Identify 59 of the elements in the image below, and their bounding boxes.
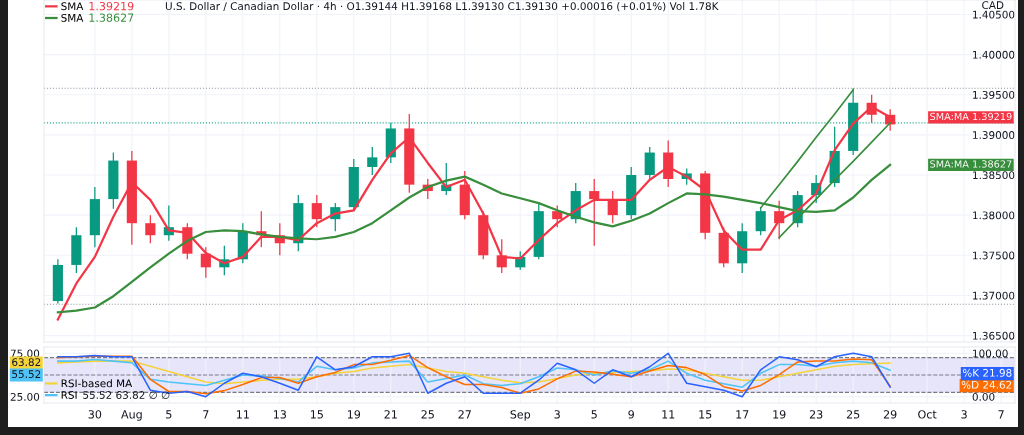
candlestick [755, 206, 766, 236]
x-tick-label: 7 [998, 410, 1004, 419]
y-tick-label: 1.38000 [973, 211, 1015, 220]
annotation: %K 21.98 [962, 368, 1012, 377]
x-tick-label: 15 [699, 410, 712, 419]
x-tick-label: 13 [273, 410, 286, 419]
x-tick-label: Sep [510, 410, 531, 421]
y-tick-label: 1.40500 [973, 10, 1015, 19]
x-tick-label: 19 [347, 410, 361, 419]
x-tick-label: 11 [236, 410, 249, 419]
y-tick-label: 1.37500 [973, 251, 1015, 260]
annotation: 1.39219 [89, 1, 134, 11]
text: 63.82 [12, 358, 41, 367]
x-tick-label: 11 [662, 410, 675, 419]
x-tick-label: 15 [310, 410, 323, 419]
annotation: %D 24.62 [961, 380, 1012, 389]
x-tick-label: 19 [773, 410, 786, 419]
y-tick-label: 25.00 [10, 392, 40, 401]
legend-label: SMA [61, 13, 84, 22]
x-tick-label: Aug [121, 410, 142, 421]
y-tick-label: 1.38500 [973, 171, 1015, 180]
annotation: 55.52 63.82 ∅ ∅ [83, 391, 170, 399]
x-tick-label: 25 [421, 410, 434, 419]
annotation: 1.38627 [89, 13, 134, 22]
x-tick-label: 9 [628, 410, 634, 419]
annotation: CAD [982, 1, 1004, 10]
x-tick-label: 21 [384, 410, 397, 419]
x-tick-label: 27 [458, 410, 471, 419]
candlestick [589, 178, 600, 247]
x-tick-label: 17 [736, 410, 749, 419]
x-tick-label: 3 [554, 410, 560, 419]
x-tick-label: 23 [809, 410, 823, 419]
text: 55.52 [12, 370, 41, 379]
candlestick [145, 214, 156, 244]
y-tick-label: 75.00 [10, 349, 40, 358]
x-tick-label: 5 [591, 410, 597, 419]
x-tick-label: 25 [846, 410, 860, 419]
y-tick-label: 1.37000 [973, 291, 1015, 300]
annotation: U.S. Dollar / Canadian Dollar · 4h · O1.39144 H1.39168 L1.39130 C1.39130 +0.00016 (+0.01%) Vol 1.78K [165, 2, 719, 12]
x-tick-label: 3 [961, 410, 967, 419]
y2-tick-label: 0.00 [972, 392, 995, 401]
x-tick-label: Oct [918, 410, 937, 419]
y-tick-label: 1.40000 [973, 50, 1015, 59]
y2-tick-label: 100.00 [973, 349, 1008, 358]
candlestick [644, 146, 655, 180]
x-tick-label: 7 [203, 410, 209, 419]
candlestick [367, 146, 378, 176]
legend-label: RSI-based MA [61, 379, 133, 388]
legend-label: RSI [61, 391, 77, 399]
x-tick-label: 5 [166, 410, 172, 419]
annotation: SMA:MA 1.38627 [930, 160, 1012, 168]
x-tick-label: 29 [883, 410, 897, 419]
y-tick-label: 1.39500 [973, 90, 1015, 99]
y-tick-label: 1.39000 [973, 131, 1015, 139]
legend-label: SMA [61, 2, 84, 11]
y-tick-label: 1.36500 [973, 331, 1015, 340]
x-tick-label: 30 [88, 410, 102, 419]
annotation: SMA:MA 1.39219 [930, 112, 1012, 121]
candlestick [311, 194, 322, 228]
